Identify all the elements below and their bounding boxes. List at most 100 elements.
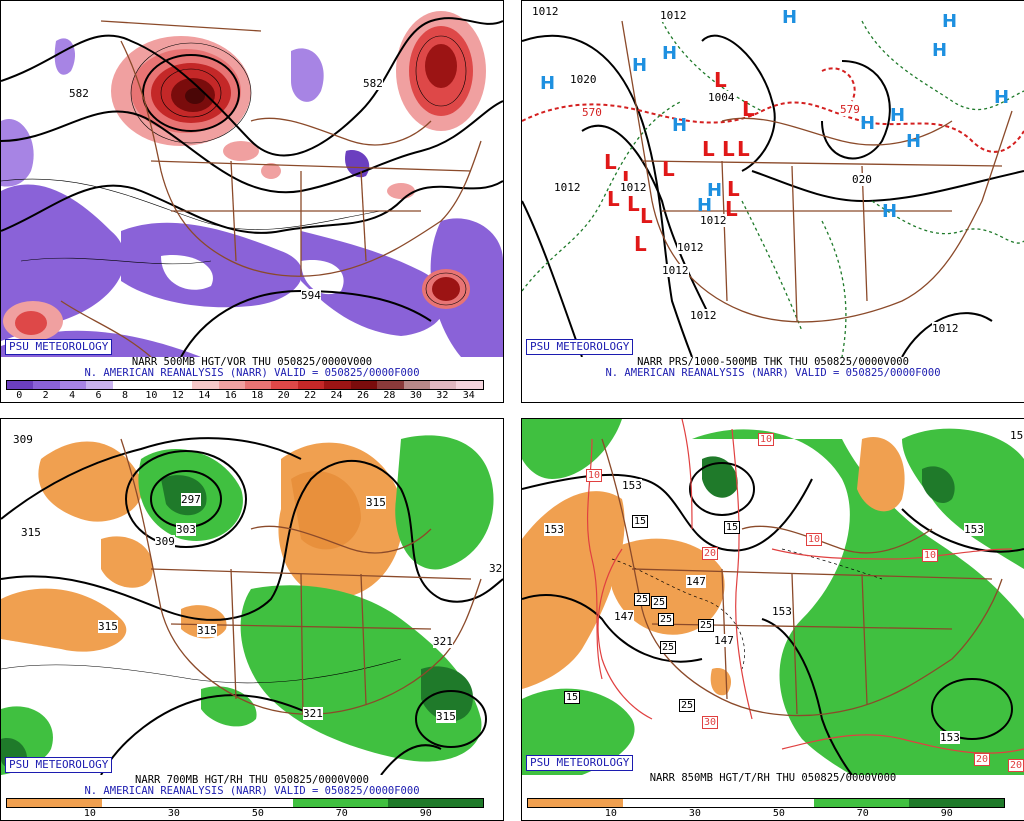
panel-850mb-t-rh: 153 153 147 147 147 153 153 153 15 15 15…: [521, 418, 1024, 821]
colorbar-label: 4: [69, 390, 76, 401]
svg-text:H: H: [782, 7, 797, 28]
contour-label: 153: [964, 523, 984, 536]
colorbar-swatch: [908, 799, 1005, 807]
colorbar-label: 28: [383, 390, 396, 401]
svg-text:L: L: [607, 187, 620, 211]
isobar-label: 1012: [660, 9, 687, 22]
colorbar-label: 34: [462, 390, 475, 401]
svg-text:L: L: [727, 177, 740, 201]
contour-label: 315: [366, 496, 386, 509]
temp-box: 25: [679, 699, 696, 712]
contour-label: 303: [176, 523, 196, 536]
colorbar-label: 10: [83, 808, 96, 819]
colorbar-label: 6: [95, 390, 102, 401]
svg-text:L: L: [722, 137, 735, 161]
colorbar-label: 50: [772, 808, 785, 819]
map-850mb: [522, 419, 1024, 775]
svg-text:H: H: [932, 40, 947, 61]
colorbar-label: 90: [940, 808, 953, 819]
contour-label: 147: [686, 575, 706, 588]
temp-box: 10: [586, 469, 603, 482]
colorbar-label: 12: [171, 390, 184, 401]
thickness-label: 570: [582, 106, 602, 119]
credit-label: PSU METEOROLOGY: [5, 339, 113, 355]
colorbar-label: 30: [167, 808, 180, 819]
colorbar-label: 30: [688, 808, 701, 819]
svg-text:L: L: [702, 137, 715, 161]
colorbar-swatch: [197, 799, 293, 807]
panel-700mb-rh: 309 315 297 303 309 315 315 315 321 315 …: [0, 418, 504, 821]
colorbar-swatch: [112, 381, 140, 389]
svg-text:H: H: [890, 105, 905, 126]
temp-box: 25: [658, 613, 675, 626]
temp-box: 10: [806, 533, 823, 546]
colorbar-swatch: [244, 381, 272, 389]
contour-label: 32: [489, 562, 503, 575]
svg-text:L: L: [714, 68, 727, 92]
svg-text:H: H: [540, 73, 555, 94]
colorbar-label: 2: [42, 390, 49, 401]
colorbar-swatch: [528, 799, 624, 807]
colorbar-labels: 0 2 4 6 8 10 12 14 16 18 20 22 24 26 28 30 32 34: [6, 390, 482, 402]
credit-label: PSU METEOROLOGY: [526, 755, 634, 771]
contour-label: 315: [98, 620, 118, 633]
colorbar-swatch: [218, 381, 245, 389]
credit-label: PSU METEOROLOGY: [5, 757, 113, 773]
isobar-label: 1012: [677, 241, 704, 254]
map-subtitle: N. AMERICAN REANALYSIS (NARR) VALID = 05…: [84, 785, 420, 797]
contour-label: 147: [714, 634, 734, 647]
svg-text:L: L: [742, 97, 755, 121]
svg-text:H: H: [697, 195, 712, 216]
colorbar-label: 8: [121, 390, 129, 401]
colorbar-swatch: [403, 381, 430, 389]
isobar-label: 1012: [700, 214, 727, 227]
colorbar-swatch: [377, 381, 404, 389]
colorbar-swatch: [718, 799, 814, 807]
map-title: NARR PRS/1000-500MB THK THU 050825/0000V…: [637, 356, 909, 368]
contour-label: 309: [13, 433, 33, 446]
contour-label: 315: [21, 526, 41, 539]
svg-text:L: L: [604, 150, 617, 174]
isobar-label: 1012: [554, 181, 581, 194]
colorbar-label: 32: [436, 390, 449, 401]
colorbar-label: 18: [251, 390, 264, 401]
svg-text:L: L: [725, 197, 738, 221]
colorbar-label: 20: [277, 390, 290, 401]
colorbar-label: 70: [335, 808, 348, 819]
temp-box: 25: [698, 619, 715, 632]
colorbar-swatch: [430, 381, 457, 389]
isobar-label: 1012: [690, 309, 717, 322]
contour-label: 147: [614, 610, 634, 623]
map-sfc-pressure: HHH HHH HH H HHH HH LLL L LL L LL L LL LL: [522, 1, 1024, 357]
map-title: NARR 700MB HGT/RH THU 050825/0000V000: [135, 774, 369, 786]
temp-box: 20: [974, 753, 991, 766]
contour-label: 315: [197, 624, 217, 637]
temp-box: 30: [702, 716, 719, 729]
colorbar-swatch: [292, 799, 388, 807]
temp-box: 25: [651, 596, 668, 609]
colorbar-swatch: [387, 799, 484, 807]
isobar-label: 1020: [570, 73, 597, 86]
map-title: NARR 850MB HGT/T/RH THU 050825/0000V000: [649, 772, 897, 784]
colorbar-swatch: [324, 381, 351, 389]
colorbar-label: 22: [304, 390, 317, 401]
svg-text:H: H: [906, 131, 921, 152]
colorbar-swatch: [623, 799, 719, 807]
map-700mb: [1, 419, 503, 775]
colorbar-label: 14: [198, 390, 211, 401]
svg-text:L: L: [737, 137, 750, 161]
contour-label: 153: [544, 523, 564, 536]
colorbar-swatch: [102, 799, 198, 807]
svg-text:H: H: [632, 55, 647, 76]
contour-label: 321: [303, 707, 323, 720]
colorbar-label: 24: [330, 390, 343, 401]
temp-box: 15: [724, 521, 741, 534]
isobar-label: 1012: [532, 5, 559, 18]
contour-label: 315: [436, 710, 456, 723]
vorticity-colorbar: [6, 380, 484, 390]
temp-box: 25: [634, 593, 651, 606]
panel-500mb-vorticity: 582 582 594 PSU METEOROLOGY NARR 500MB H…: [0, 0, 504, 403]
isobar-label: 1012: [620, 181, 647, 194]
isobar-label: 1012: [662, 264, 689, 277]
